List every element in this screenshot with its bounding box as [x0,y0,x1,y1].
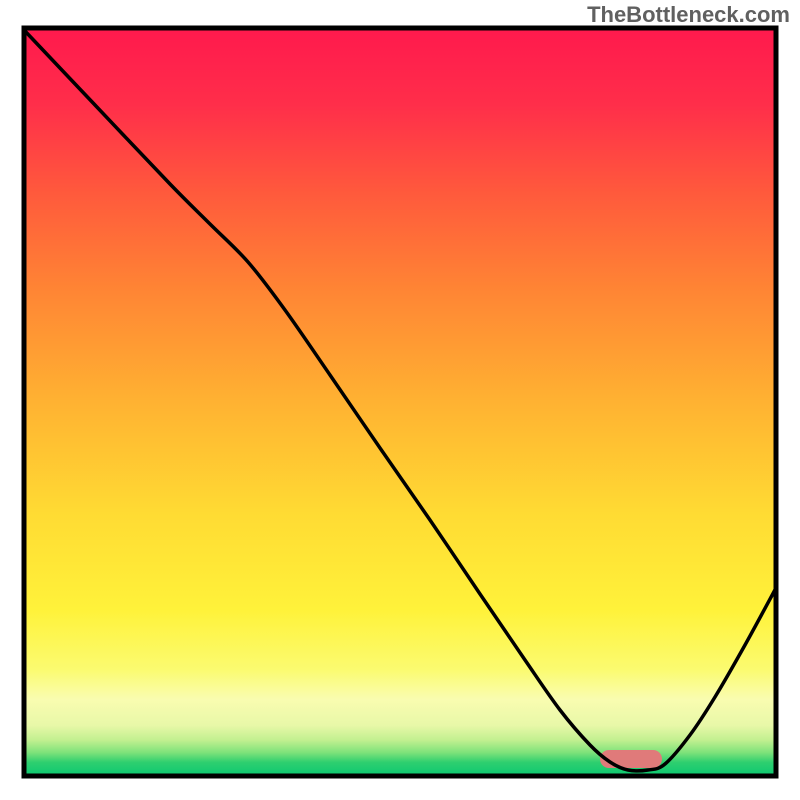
plot-background [27,31,774,774]
bottleneck-chart [0,0,800,800]
optimal-marker [600,750,662,768]
attribution-text: TheBottleneck.com [587,2,790,28]
chart-container: TheBottleneck.com [0,0,800,800]
